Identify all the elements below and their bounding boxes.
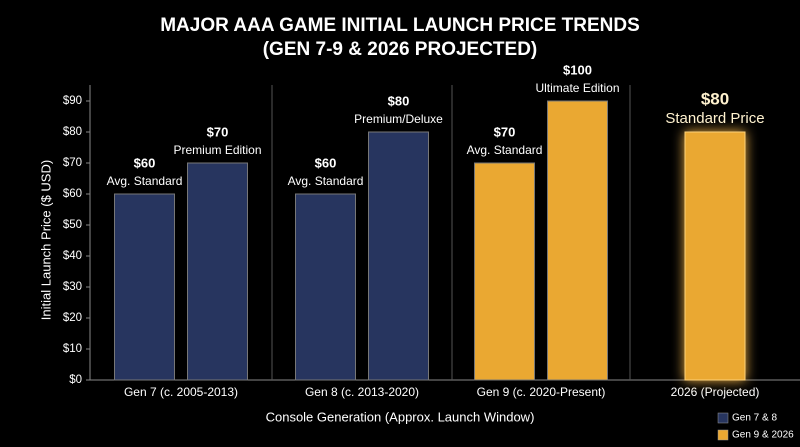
y-tick-label: $50 xyxy=(63,219,82,231)
bar-annotation: Standard Price xyxy=(665,110,764,127)
bar-annotation: Avg. Standard xyxy=(288,174,364,188)
bar-annotation: Avg. Standard xyxy=(467,143,543,157)
bar-annotation: Ultimate Edition xyxy=(535,81,619,95)
y-tick-label: $90 xyxy=(63,95,82,107)
bar xyxy=(187,162,248,381)
value-label: $80 xyxy=(388,93,410,108)
y-tick-label: $60 xyxy=(63,188,82,200)
bar-annotation: Premium Edition xyxy=(173,143,261,157)
bar xyxy=(368,131,429,381)
x-tick-label: Gen 7 (c. 2005-2013) xyxy=(124,385,238,399)
x-axis-title: Console Generation (Approx. Launch Windo… xyxy=(266,409,535,424)
bar xyxy=(684,131,746,381)
y-tick-label: $30 xyxy=(63,281,82,293)
bar-annotation: Premium/Deluxe xyxy=(354,112,443,126)
legend-swatch xyxy=(717,412,729,424)
legend-label: Gen 9 & 2026 xyxy=(732,430,794,441)
value-label: $60 xyxy=(315,155,337,170)
y-tick-label: $80 xyxy=(63,126,82,138)
bar-annotation: Avg. Standard xyxy=(107,174,183,188)
x-tick-label: 2026 (Projected) xyxy=(671,385,760,399)
value-label: $80 xyxy=(701,89,729,108)
y-tick-label: $0 xyxy=(69,374,82,386)
x-tick-label: Gen 8 (c. 2013-2020) xyxy=(305,385,419,399)
y-tick-label: $10 xyxy=(63,343,82,355)
bar xyxy=(114,193,175,381)
chart-title: MAJOR AAA GAME INITIAL LAUNCH PRICE TREN… xyxy=(160,15,640,36)
value-label: $60 xyxy=(134,155,156,170)
y-axis-title: Initial Launch Price ($ USD) xyxy=(38,160,53,320)
bar xyxy=(474,162,535,381)
value-label: $70 xyxy=(207,124,229,139)
chart-title: (GEN 7-9 & 2026 PROJECTED) xyxy=(263,39,538,60)
value-label: $100 xyxy=(563,62,592,77)
y-tick-label: $20 xyxy=(63,312,82,324)
value-label: $70 xyxy=(494,124,516,139)
y-tick-label: $40 xyxy=(63,250,82,262)
legend-label: Gen 7 & 8 xyxy=(732,413,777,424)
x-tick-label: Gen 9 (c. 2020-Present) xyxy=(477,385,606,399)
y-tick-label: $70 xyxy=(63,157,82,169)
bar xyxy=(295,193,356,381)
bar xyxy=(547,100,608,381)
legend-swatch xyxy=(717,429,729,441)
